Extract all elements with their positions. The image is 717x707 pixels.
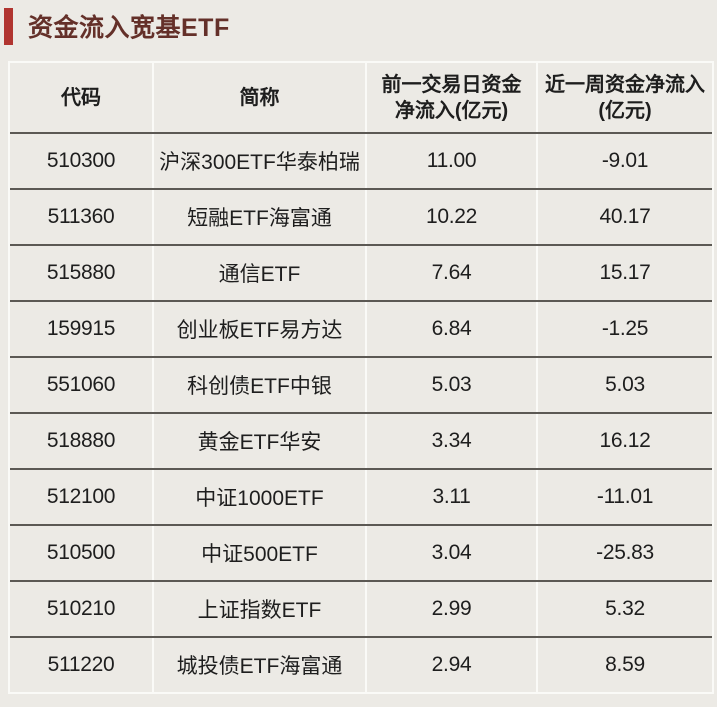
cell-prev-day: 3.11 <box>367 470 536 524</box>
table-row: 551060 科创债ETF中银 5.03 5.03 <box>10 356 712 412</box>
col-header-prev-day: 前一交易日资金 净流入(亿元) <box>367 63 536 132</box>
cell-week: 40.17 <box>538 190 712 244</box>
table-row: 512100 中证1000ETF 3.11 -11.01 <box>10 468 712 524</box>
cell-prev-day: 3.04 <box>367 526 536 580</box>
cell-name: 短融ETF海富通 <box>154 190 365 244</box>
cell-code: 511220 <box>10 638 152 692</box>
cell-week: -11.01 <box>538 470 712 524</box>
table-row: 511220 城投债ETF海富通 2.94 8.59 <box>10 636 712 692</box>
col-header-prev-day-line2: 净流入(亿元) <box>394 99 509 122</box>
cell-week: -1.25 <box>538 302 712 356</box>
cell-code: 510210 <box>10 582 152 636</box>
section-header: 资金流入宽基ETF <box>4 7 230 45</box>
cell-code: 510500 <box>10 526 152 580</box>
page-title: 资金流入宽基ETF <box>28 14 230 42</box>
col-header-prev-day-line1: 前一交易日资金 <box>381 73 522 96</box>
cell-name: 中证500ETF <box>154 526 365 580</box>
title-accent-bar <box>4 7 13 45</box>
col-header-name: 简称 <box>154 63 365 132</box>
cell-code: 159915 <box>10 302 152 356</box>
cell-week: 5.03 <box>538 358 712 412</box>
cell-name: 黄金ETF华安 <box>154 414 365 468</box>
etf-fund-flow-table: 代码 简称 前一交易日资金 净流入(亿元) 近一周资金净流入 (亿元) 5103… <box>8 61 714 694</box>
cell-week: 16.12 <box>538 414 712 468</box>
cell-code: 512100 <box>10 470 152 524</box>
cell-name: 上证指数ETF <box>154 582 365 636</box>
cell-code: 551060 <box>10 358 152 412</box>
table-row: 518880 黄金ETF华安 3.34 16.12 <box>10 412 712 468</box>
cell-code: 518880 <box>10 414 152 468</box>
cell-name: 科创债ETF中银 <box>154 358 365 412</box>
cell-code: 511360 <box>10 190 152 244</box>
table-header-row: 代码 简称 前一交易日资金 净流入(亿元) 近一周资金净流入 (亿元) <box>10 63 712 132</box>
cell-name: 城投债ETF海富通 <box>154 638 365 692</box>
col-header-code: 代码 <box>10 63 152 132</box>
cell-name: 创业板ETF易方达 <box>154 302 365 356</box>
cell-prev-day: 7.64 <box>367 246 536 300</box>
cell-name: 通信ETF <box>154 246 365 300</box>
col-header-week-line2: (亿元) <box>598 99 652 122</box>
cell-week: 5.32 <box>538 582 712 636</box>
cell-week: 8.59 <box>538 638 712 692</box>
cell-prev-day: 2.99 <box>367 582 536 636</box>
cell-week: -9.01 <box>538 134 712 188</box>
cell-code: 510300 <box>10 134 152 188</box>
cell-name: 沪深300ETF华泰柏瑞 <box>154 134 365 188</box>
cell-week: -25.83 <box>538 526 712 580</box>
col-header-week: 近一周资金净流入 (亿元) <box>538 63 712 132</box>
table-row: 510500 中证500ETF 3.04 -25.83 <box>10 524 712 580</box>
table-row: 510210 上证指数ETF 2.99 5.32 <box>10 580 712 636</box>
cell-week: 15.17 <box>538 246 712 300</box>
table-row: 159915 创业板ETF易方达 6.84 -1.25 <box>10 300 712 356</box>
cell-prev-day: 6.84 <box>367 302 536 356</box>
cell-prev-day: 10.22 <box>367 190 536 244</box>
table-row: 515880 通信ETF 7.64 15.17 <box>10 244 712 300</box>
cell-prev-day: 5.03 <box>367 358 536 412</box>
cell-prev-day: 11.00 <box>367 134 536 188</box>
cell-code: 515880 <box>10 246 152 300</box>
table-row: 510300 沪深300ETF华泰柏瑞 11.00 -9.01 <box>10 132 712 188</box>
cell-name: 中证1000ETF <box>154 470 365 524</box>
table-row: 511360 短融ETF海富通 10.22 40.17 <box>10 188 712 244</box>
cell-prev-day: 3.34 <box>367 414 536 468</box>
cell-prev-day: 2.94 <box>367 638 536 692</box>
col-header-week-line1: 近一周资金净流入 <box>545 73 705 96</box>
